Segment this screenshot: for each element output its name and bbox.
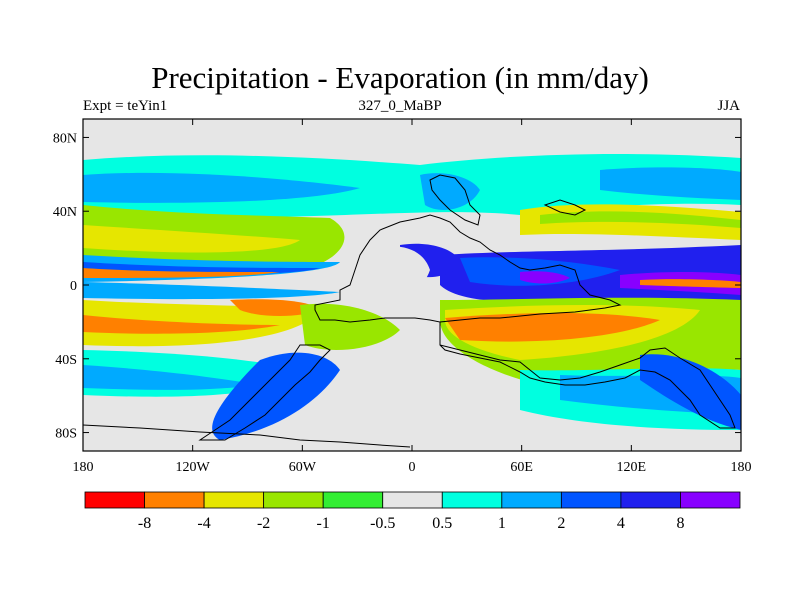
colorbar-label: 8 [676, 515, 684, 532]
field-region [83, 268, 280, 278]
field-region [83, 282, 340, 300]
colorbar-swatch [441, 491, 503, 509]
field-region [83, 315, 280, 334]
colorbar-swatch [263, 491, 324, 509]
y-tick-label: 40N [53, 205, 77, 220]
chart-title: Precipitation - Evaporation (in mm/day) [151, 60, 649, 95]
coastline [314, 214, 736, 429]
x-tick-label: 180 [731, 460, 752, 475]
field-region [300, 303, 400, 350]
y-tick-label: 40S [55, 353, 77, 368]
colorbar-swatch [144, 491, 205, 509]
field-region [83, 225, 300, 253]
time-label: 327_0_MaBP [358, 98, 442, 114]
x-tick-label: 120E [617, 460, 647, 475]
colorbar-label: 4 [617, 515, 625, 532]
colorbar-swatch [501, 491, 562, 509]
colorbar-label: -1 [317, 515, 330, 532]
colorbar-label: 0.5 [432, 515, 452, 532]
colorbar-label: -2 [257, 515, 270, 532]
field-region [83, 365, 260, 390]
field-region [600, 167, 741, 200]
colorbar-label: -4 [197, 515, 210, 532]
axis-ticks: 180 120W 60W 0 60E 120E 180 80N 40N 0 40S 80S [53, 119, 752, 475]
field-region [640, 354, 741, 430]
field-region [420, 173, 480, 210]
field-region [540, 211, 741, 228]
experiment-label: Expt = teYin1 [83, 98, 168, 114]
field-region [520, 271, 570, 284]
colorbar-swatch [322, 491, 384, 509]
coastline [543, 199, 587, 216]
colorbar-label: 2 [557, 515, 565, 532]
coastline [429, 174, 481, 226]
field-region [230, 299, 320, 316]
field-region [83, 172, 360, 203]
x-tick-label: 60E [510, 460, 533, 475]
y-tick-label: 80S [55, 427, 77, 442]
colorbar-swatch [620, 491, 681, 509]
x-tick-label: 60W [289, 460, 317, 475]
colorbar-swatch [560, 491, 622, 509]
field-region [340, 246, 430, 302]
x-tick-label: 0 [409, 460, 416, 475]
x-tick-label: 120W [176, 460, 211, 475]
field-region [640, 279, 741, 288]
colorbar-label: -0.5 [370, 515, 395, 532]
field-region [212, 352, 340, 440]
field-region [445, 313, 660, 342]
colorbar: -8 -4 -2 -1 -0.5 0.5 1 2 4 8 [84, 491, 741, 532]
colorbar-swatch [203, 491, 265, 509]
field-region [83, 154, 741, 218]
colorbar-swatch [680, 491, 741, 509]
y-tick-label: 80N [53, 131, 77, 146]
colorbar-label: 1 [498, 515, 506, 532]
y-tick-label: 0 [70, 279, 77, 294]
colorbar-label: -8 [138, 515, 151, 532]
x-tick-label: 180 [73, 460, 94, 475]
field-layer [83, 119, 741, 451]
coastline [82, 424, 411, 448]
season-label: JJA [717, 98, 740, 114]
colorbar-swatch [382, 491, 443, 509]
colorbar-swatch [84, 491, 145, 509]
